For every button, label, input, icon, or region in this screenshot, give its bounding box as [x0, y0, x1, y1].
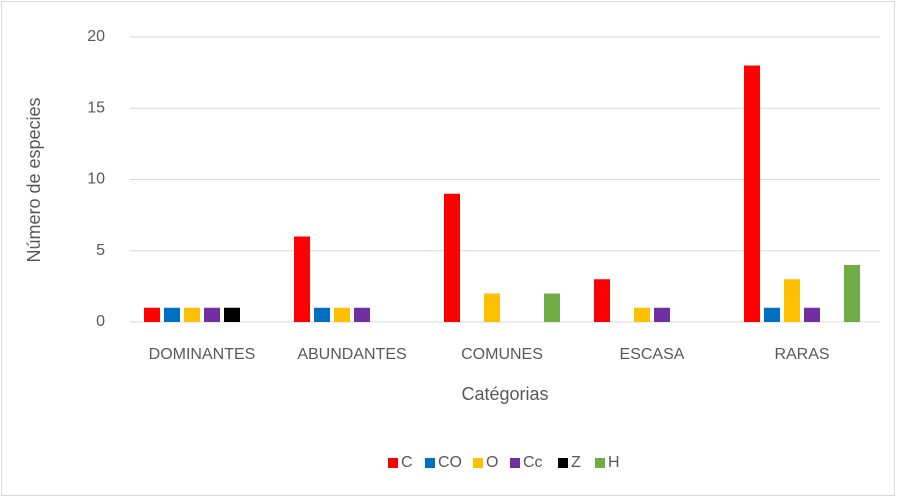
y-tick-label: 0 [96, 313, 105, 330]
x-axis-title: Catégorias [461, 384, 548, 404]
x-tick-label: DOMINANTES [149, 346, 256, 363]
bar [334, 307, 350, 322]
y-tick-label: 15 [87, 99, 105, 116]
bar [784, 279, 800, 322]
x-tick-label: COMUNES [461, 346, 543, 363]
bar [144, 307, 160, 322]
legend-label: Cc [523, 454, 543, 471]
bar [484, 293, 500, 322]
y-tick-label: 10 [87, 171, 105, 188]
legend-label: CO [438, 454, 462, 471]
y-tick-label: 5 [96, 242, 105, 259]
x-tick-label: RARAS [774, 346, 829, 363]
bar [744, 65, 760, 322]
bar [204, 307, 220, 322]
bar [444, 193, 460, 322]
y-tick-label: 20 [87, 28, 105, 45]
legend-swatch [473, 458, 483, 468]
y-axis-title: Número de especies [24, 97, 44, 262]
bar [654, 307, 670, 322]
x-tick-label: ESCASA [620, 346, 685, 363]
legend-label: O [486, 454, 498, 471]
bar [544, 293, 560, 322]
legend-swatch [558, 458, 568, 468]
legend-label: Z [571, 454, 581, 471]
legend-swatch [425, 458, 435, 468]
bar [354, 307, 370, 322]
bar [804, 307, 820, 322]
legend-swatch [595, 458, 605, 468]
bar [294, 236, 310, 322]
x-tick-label: ABUNDANTES [297, 346, 406, 363]
bar [634, 307, 650, 322]
legend-label: H [608, 454, 620, 471]
bar [314, 307, 330, 322]
bar [844, 265, 860, 322]
bar [594, 279, 610, 322]
bar [764, 307, 780, 322]
legend-label: C [401, 454, 413, 471]
legend-swatch [388, 458, 398, 468]
bar [184, 307, 200, 322]
bar [164, 307, 180, 322]
bar [224, 307, 240, 322]
legend-swatch [510, 458, 520, 468]
